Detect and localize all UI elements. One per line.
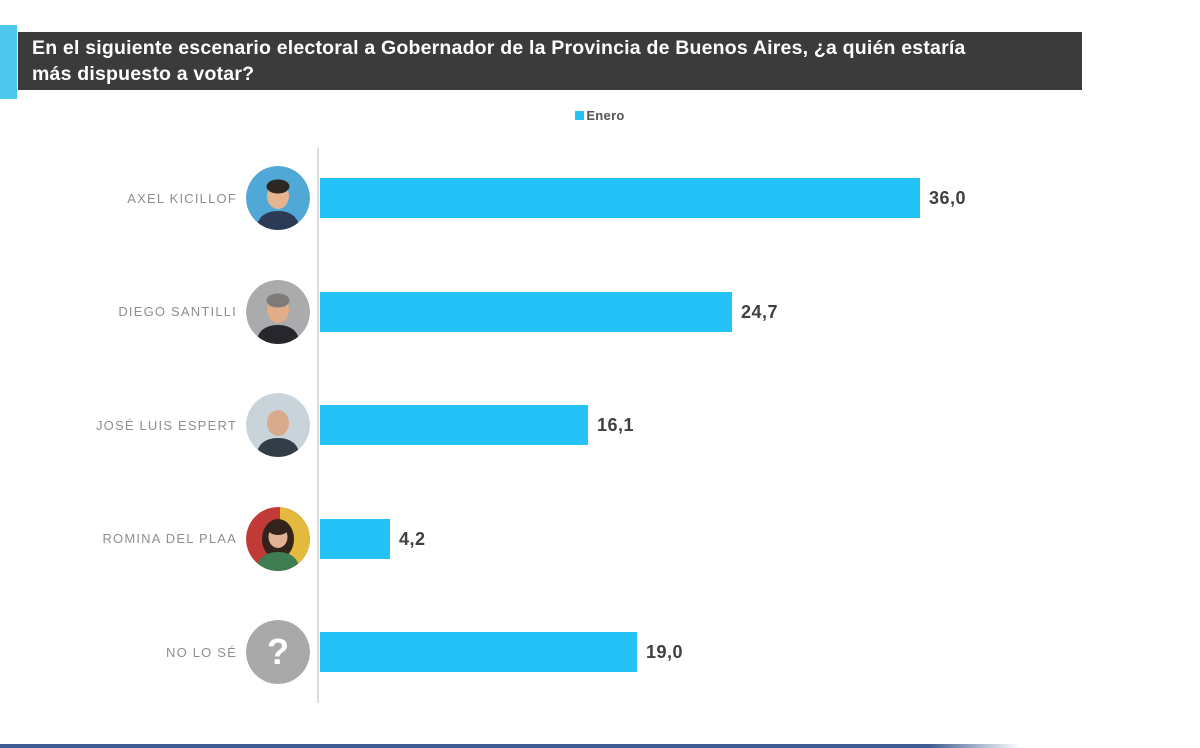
chart-row: NO LO SÉ? 19,0 [0, 617, 1200, 687]
bar [320, 291, 732, 332]
candidate-photo [246, 393, 310, 457]
header-accent-tab [0, 25, 17, 99]
candidate-label: AXEL KICILLOF [127, 190, 237, 206]
chart-legend: Enero [0, 108, 1200, 123]
chart-row: ROMINA DEL PLAA 4,2 [0, 504, 1200, 574]
candidate-photo [246, 506, 310, 571]
legend-label: Enero [586, 108, 625, 123]
value-label: 36,0 [929, 188, 967, 208]
question-mark-icon: ? [246, 620, 310, 684]
bar [320, 518, 390, 559]
candidate-photo [246, 279, 310, 344]
axis-line [317, 148, 319, 703]
candidate-label: NO LO SÉ [165, 644, 237, 660]
candidate-label: DIEGO SANTILLI [118, 304, 237, 319]
value-label: 4,2 [399, 528, 426, 549]
legend-swatch [575, 111, 585, 120]
bar [320, 405, 588, 445]
bottom-border [0, 744, 1020, 748]
bar [320, 632, 637, 672]
svg-text:?: ? [267, 631, 289, 672]
chart-row: AXEL KICILLOF 36,0 [0, 163, 1200, 233]
candidate-label: JOSÉ LUIS ESPERT [95, 417, 237, 433]
candidate-label: ROMINA DEL PLAA [102, 531, 237, 546]
value-label: 19,0 [646, 642, 684, 662]
chart-row: DIEGO SANTILLI 24,7 [0, 277, 1200, 347]
candidate-photo [246, 166, 310, 230]
page-title: En el siguiente escenario electoral a Go… [18, 32, 1082, 90]
value-label: 24,7 [741, 301, 779, 322]
value-label: 16,1 [597, 415, 635, 435]
chart-row: JOSÉ LUIS ESPERT 16,1 [0, 390, 1200, 460]
bar [320, 178, 920, 218]
